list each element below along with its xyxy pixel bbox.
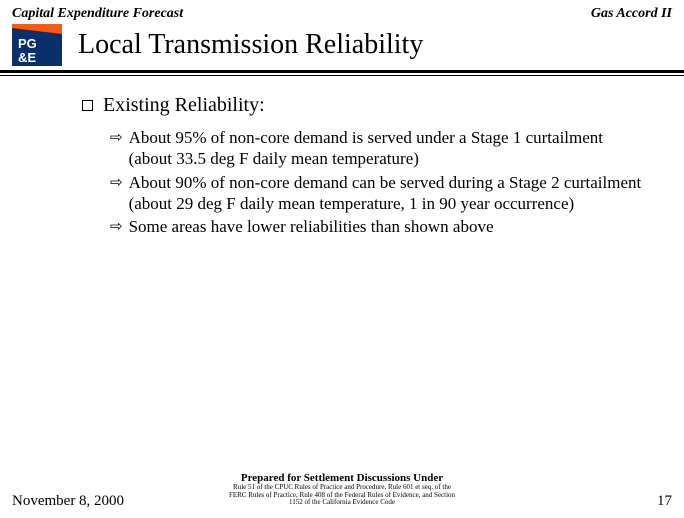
svg-text:PG: PG <box>18 36 37 51</box>
header: Capital Expenditure Forecast Gas Accord … <box>0 0 684 24</box>
title-row: PG &E Local Transmission Reliability <box>0 24 684 66</box>
list-item: ⇨ About 95% of non-core demand is served… <box>110 127 644 170</box>
header-left: Capital Expenditure Forecast <box>12 6 183 22</box>
bullet-list: ⇨ About 95% of non-core demand is served… <box>82 127 644 237</box>
heading-text: Existing Reliability: <box>103 94 265 117</box>
list-item-text: Some areas have lower reliabilities than… <box>129 216 494 237</box>
svg-text:&E: &E <box>18 50 36 65</box>
page-number: 17 <box>657 493 672 510</box>
content: Existing Reliability: ⇨ About 95% of non… <box>0 76 684 237</box>
arrow-bullet-icon: ⇨ <box>110 174 123 193</box>
list-item-text: About 95% of non-core demand is served u… <box>129 127 644 170</box>
footer-date: November 8, 2000 <box>12 493 124 510</box>
arrow-bullet-icon: ⇨ <box>110 129 123 148</box>
list-item: ⇨ Some areas have lower reliabilities th… <box>110 216 644 237</box>
page-title: Local Transmission Reliability <box>74 29 423 61</box>
pge-logo-icon: PG &E <box>12 24 62 66</box>
header-right: Gas Accord II <box>591 6 672 22</box>
footer: Prepared for Settlement Discussions Unde… <box>0 472 684 510</box>
square-bullet-icon <box>82 100 93 111</box>
list-item: ⇨ About 90% of non-core demand can be se… <box>110 172 644 215</box>
list-item-text: About 90% of non-core demand can be serv… <box>129 172 644 215</box>
arrow-bullet-icon: ⇨ <box>110 218 123 237</box>
section-heading: Existing Reliability: <box>82 94 644 117</box>
